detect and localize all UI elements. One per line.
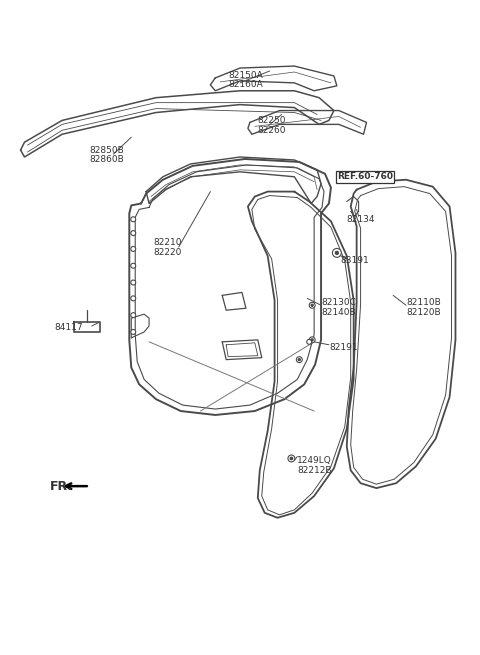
Circle shape — [311, 339, 313, 341]
Circle shape — [131, 263, 136, 268]
Text: FR.: FR. — [50, 479, 73, 493]
Text: 1249LQ: 1249LQ — [297, 456, 332, 465]
Circle shape — [131, 217, 136, 222]
Text: 82860B: 82860B — [90, 155, 124, 164]
Text: 84117: 84117 — [54, 324, 83, 333]
Circle shape — [131, 246, 136, 252]
Circle shape — [131, 296, 136, 301]
Circle shape — [298, 359, 300, 361]
Text: 82210: 82210 — [153, 238, 181, 248]
Text: 82110B: 82110B — [406, 298, 441, 307]
Circle shape — [131, 231, 136, 236]
Circle shape — [311, 305, 313, 307]
Circle shape — [131, 280, 136, 285]
Text: 82260: 82260 — [258, 126, 286, 135]
Circle shape — [333, 248, 341, 257]
Text: 83191: 83191 — [341, 256, 370, 265]
Circle shape — [336, 252, 338, 254]
Text: 82140B: 82140B — [321, 308, 356, 316]
Text: 82134: 82134 — [347, 215, 375, 224]
Circle shape — [307, 339, 312, 345]
Circle shape — [309, 337, 315, 343]
Circle shape — [290, 457, 293, 460]
Circle shape — [131, 329, 136, 335]
Circle shape — [296, 357, 302, 363]
Circle shape — [131, 312, 136, 318]
Text: 82160A: 82160A — [228, 81, 263, 89]
Text: 82120B: 82120B — [406, 308, 441, 316]
Text: REF.60-760: REF.60-760 — [337, 172, 393, 181]
Text: 82220: 82220 — [153, 248, 181, 257]
Text: 82212B: 82212B — [297, 466, 332, 475]
Circle shape — [309, 303, 315, 309]
Text: 82250: 82250 — [258, 116, 286, 125]
Text: 82130C: 82130C — [321, 298, 356, 307]
Circle shape — [288, 455, 295, 462]
Text: 82150A: 82150A — [228, 71, 263, 81]
Text: 82191: 82191 — [329, 343, 358, 352]
Text: 82850B: 82850B — [90, 145, 124, 155]
